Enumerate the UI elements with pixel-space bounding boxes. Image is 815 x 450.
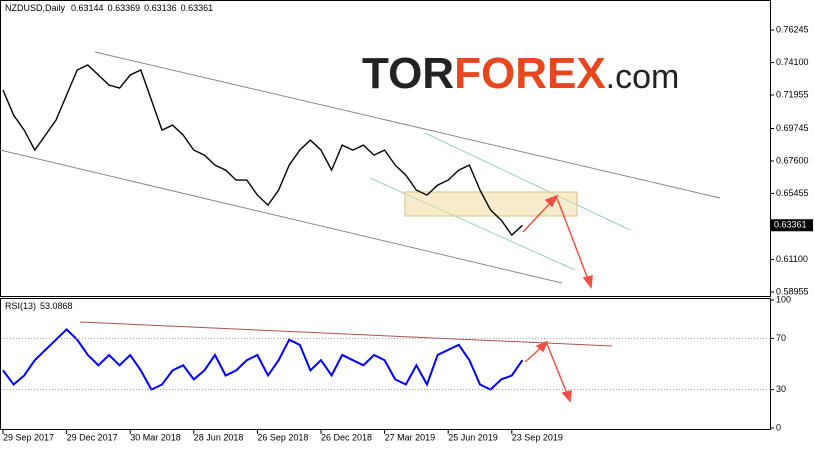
y-tick-label: 0.74100: [776, 57, 809, 67]
rsi-header: RSI(13) 53.0868: [5, 301, 73, 311]
y-tick-label: 0.69745: [776, 123, 809, 133]
y-tick-label: 30: [776, 384, 786, 394]
x-tick-label: 30 Mar 2018: [130, 432, 181, 442]
ohlc: 0.63144: [71, 3, 104, 13]
channel-line: [0, 149, 563, 284]
ohlc: 0.63136: [144, 3, 177, 13]
x-tick-label: 29 Dec 2017: [67, 432, 118, 442]
logo-part: .com: [606, 58, 680, 96]
arrow: [556, 197, 590, 283]
arrow-head: [535, 340, 549, 353]
price-panel: [0, 0, 771, 297]
arrow-head: [544, 194, 559, 208]
y-tick-label: 0.76245: [776, 24, 809, 34]
indicator-value: 53.0868: [40, 301, 73, 311]
x-tick-label: 27 Mar 2019: [385, 432, 436, 442]
arrow-head: [582, 275, 593, 289]
channel-line: [424, 132, 631, 231]
last-price-box: [771, 219, 813, 232]
arrow: [546, 343, 569, 397]
series-line: [2, 328, 524, 391]
logo-part: FOREX: [454, 49, 606, 98]
x-tick-label: 25 Jun 2019: [448, 432, 498, 442]
arrows: [522, 194, 593, 403]
ohlc: 0.63369: [108, 3, 141, 13]
ohlc: 0.63361: [181, 3, 214, 13]
header: NZDUSD,Daily 0.63144 0.63369 0.63136 0.63361: [5, 3, 213, 13]
x-tick-label: 26 Sep 2018: [257, 432, 308, 442]
y-tick-label: 0.58955: [776, 286, 809, 296]
arrow-head: [561, 390, 572, 403]
y-tick-label: 0: [776, 422, 781, 432]
x-tick-label: 23 Sep 2019: [512, 432, 563, 442]
last-price-label: 0.63361: [774, 220, 807, 230]
channel-line: [369, 177, 576, 271]
logo: TORFOREX.com: [362, 49, 679, 98]
x-tick-label: 28 Jun 2018: [194, 432, 244, 442]
indicator: RSI(13): [5, 301, 36, 311]
x-tick-label: 29 Sep 2017: [3, 432, 54, 442]
channel-line: [94, 51, 721, 199]
y-tick-label: 70: [776, 333, 786, 343]
trend-line: [79, 321, 613, 347]
y-tick-label: 0.61100: [776, 254, 808, 264]
y-tick-label: 0.71955: [776, 89, 809, 99]
y-tick-label: 0.65455: [776, 188, 809, 198]
y-tick-label: 0.67600: [776, 155, 809, 165]
y-tick-label: 100: [776, 294, 791, 304]
symbol: NZDUSD,Daily: [5, 3, 66, 13]
logo-part: TOR: [362, 49, 454, 98]
rsi-panel: [0, 298, 771, 430]
x-tick-label: 26 Dec 2018: [321, 432, 372, 442]
arrow: [522, 199, 554, 233]
series-line: [2, 64, 523, 237]
